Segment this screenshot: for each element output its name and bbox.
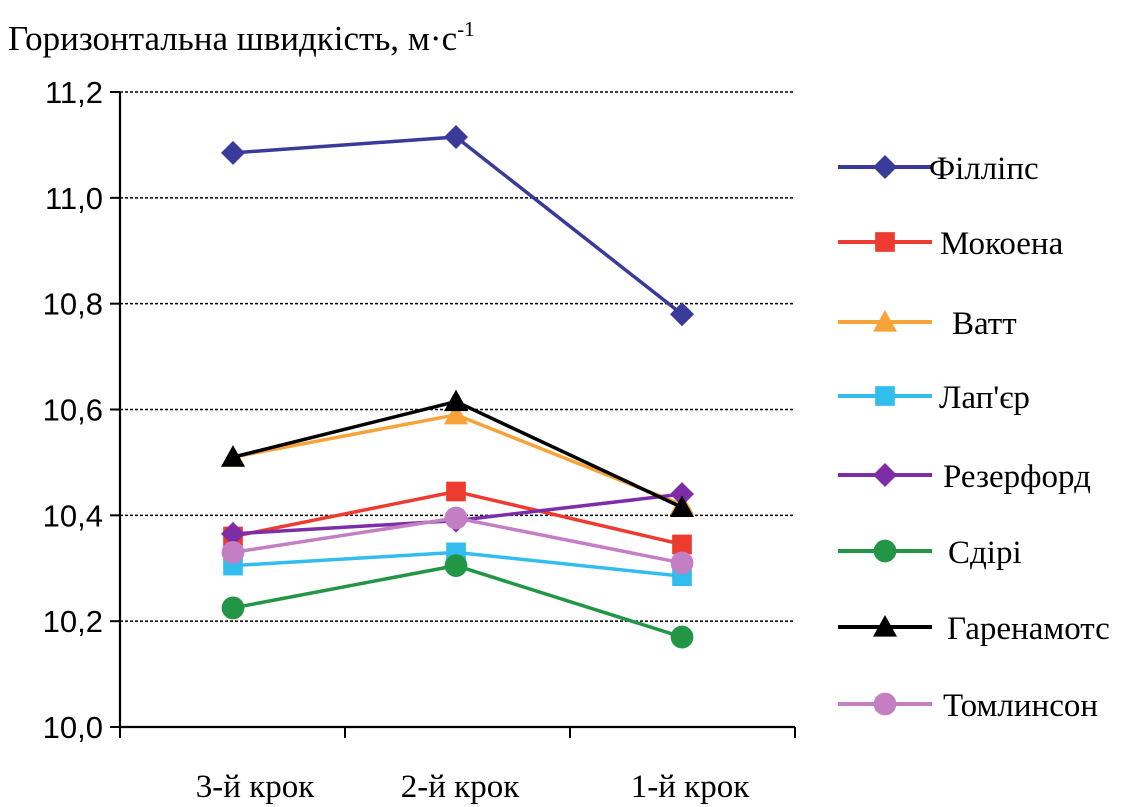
data-point-triangle xyxy=(873,615,897,637)
data-point-circle xyxy=(444,506,468,530)
series-6 xyxy=(221,554,694,649)
data-point-circle xyxy=(221,540,245,564)
data-point-square xyxy=(875,386,895,406)
axes xyxy=(110,91,796,738)
legend-item-2: Мокоена xyxy=(838,226,1064,262)
x-tick-label: 3-й крок xyxy=(196,769,315,805)
chart-title-text: Горизонтальна швидкість, м·с xyxy=(8,19,457,58)
legend-label: Ватт xyxy=(952,306,1017,342)
legend: Філліпс Мокоена Ватт Лап'єр Резерфорд Сдірі Га… xyxy=(838,151,1110,724)
legend-item-6: Сдірі xyxy=(838,535,1022,571)
y-tick-label: 10,6 xyxy=(43,393,103,428)
y-tick-labels: 10,0 10,2 10,4 10,6 10,8 11,0 11,2 xyxy=(43,75,103,745)
legend-item-4: Лап'єр xyxy=(838,380,1030,416)
data-point-diamond xyxy=(670,302,694,327)
y-tick-label: 11,2 xyxy=(45,75,103,110)
chart-title: Горизонтальна швидкість, м·с-1 xyxy=(8,17,475,58)
data-point-circle xyxy=(221,596,245,620)
data-point-triangle xyxy=(873,310,897,332)
y-tick-label: 10,2 xyxy=(43,604,103,639)
legend-label: Сдірі xyxy=(948,535,1022,571)
data-point-square xyxy=(672,534,692,555)
x-tick-label: 1-й крок xyxy=(631,769,750,805)
data-point-diamond xyxy=(873,463,897,487)
data-point-circle xyxy=(670,551,694,575)
legend-item-5: Резерфорд xyxy=(838,459,1091,495)
legend-label: Томлинсон xyxy=(943,688,1098,724)
data-point-triangle xyxy=(444,402,468,425)
legend-label: Мокоена xyxy=(940,226,1064,262)
legend-label: Резерфорд xyxy=(943,459,1091,495)
data-point-circle xyxy=(873,539,897,563)
data-point-circle xyxy=(444,554,468,578)
x-tick-labels: 3-й крок 2-й крок 1-й крок xyxy=(196,769,750,805)
data-point-diamond xyxy=(670,482,694,507)
data-point-diamond xyxy=(221,140,245,165)
legend-item-7: Гаренамотс xyxy=(838,611,1110,647)
series-7 xyxy=(221,389,694,517)
series-8 xyxy=(221,506,694,575)
y-tick-label: 10,0 xyxy=(43,710,103,745)
legend-label: Гаренамотс xyxy=(947,611,1110,647)
grid-lines xyxy=(120,91,795,622)
y-tick-label: 10,8 xyxy=(43,287,103,322)
y-tick-label: 11,0 xyxy=(45,181,103,216)
data-point-diamond xyxy=(221,521,245,546)
data-point-circle xyxy=(670,625,694,649)
x-tick-label: 2-й крок xyxy=(401,769,520,805)
y-tick-label: 10,4 xyxy=(43,498,103,533)
legend-item-8: Томлинсон xyxy=(838,688,1098,724)
legend-label: Лап'єр xyxy=(939,380,1030,416)
data-point-diamond xyxy=(873,155,897,179)
data-point-triangle xyxy=(670,495,694,517)
legend-label: Філліпс xyxy=(929,151,1039,187)
chart-title-superscript: -1 xyxy=(457,17,475,41)
series-line xyxy=(232,135,684,316)
data-point-diamond xyxy=(444,124,468,149)
series-1 xyxy=(221,124,694,327)
data-point-triangle xyxy=(221,445,245,467)
legend-item-3: Ватт xyxy=(838,306,1017,342)
series xyxy=(221,124,694,649)
legend-item-1: Філліпс xyxy=(838,151,1039,187)
data-point-square xyxy=(446,481,466,502)
data-point-circle xyxy=(873,692,897,716)
data-point-triangle xyxy=(444,389,468,412)
data-point-square xyxy=(875,232,895,252)
